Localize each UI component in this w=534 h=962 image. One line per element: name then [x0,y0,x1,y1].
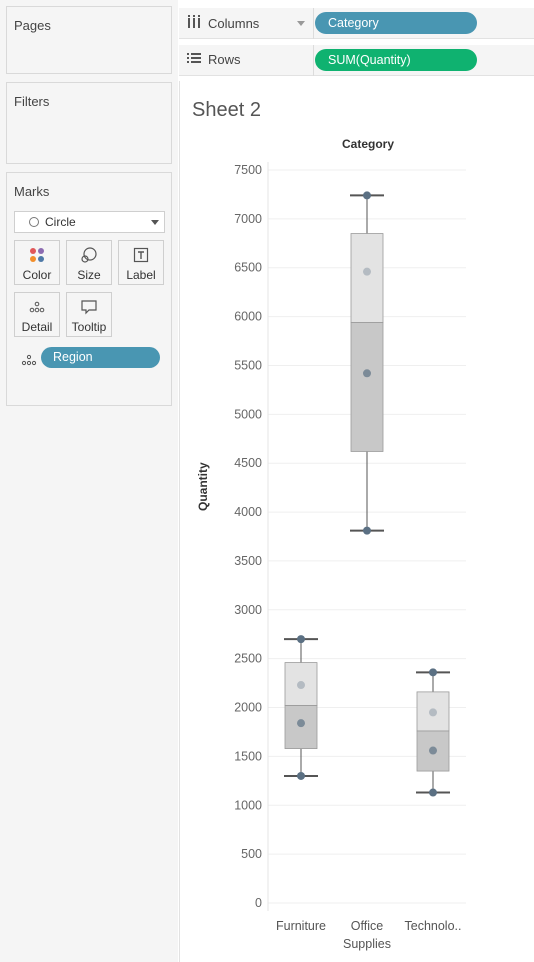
columns-icon [187,15,201,31]
data-point [429,746,437,755]
tooltip-icon [67,298,111,316]
rows-shelf: Rows SUM(Quantity) [179,45,534,76]
tooltip-button[interactable]: Tooltip [66,292,112,337]
size-button-label: Size [77,268,101,282]
rows-label: Rows [208,52,241,67]
y-tick-label: 5000 [234,407,262,421]
tooltip-button-label: Tooltip [71,320,107,334]
y-tick-label: 7500 [234,163,262,177]
detail-button[interactable]: Detail [14,292,60,337]
data-point [297,719,305,728]
left-panel: Pages Filters Marks Circle Color [0,0,178,962]
box-upper-half [350,233,384,323]
x-category-label: Office [351,919,383,933]
column-header-category: Category [341,137,394,151]
y-tick-label: 1000 [234,798,262,812]
color-dots-icon [15,246,59,264]
data-point [297,635,305,644]
mark-type-dropdown[interactable]: Circle [14,211,165,233]
data-point [297,771,305,780]
box-upper-half [416,691,450,732]
y-tick-label: 4000 [234,505,262,519]
x-category-label: Furniture [276,919,326,933]
size-icon [67,246,111,264]
label-button-label: Label [126,268,156,282]
label-icon [119,246,163,264]
rows-shelf-label: Rows [187,52,241,67]
columns-shelf-label: Columns [187,15,259,31]
filters-card[interactable]: Filters [6,82,172,164]
data-point [429,668,437,677]
data-point [429,788,437,797]
chevron-down-icon[interactable] [297,21,305,26]
category-pill[interactable]: Category [315,12,477,34]
detail-dots-icon [21,353,37,371]
y-tick-label: 6000 [234,310,262,324]
color-button-label: Color [22,268,52,282]
y-tick-label: 6500 [234,261,262,275]
data-point [429,708,437,717]
columns-label: Columns [208,15,260,31]
region-detail-pill[interactable]: Region [41,347,160,368]
x-category-label: Technolo.. [405,919,462,933]
rows-icon [187,52,201,67]
y-tick-label: 4500 [234,456,262,470]
box-upper-half [284,662,318,706]
y-tick-label: 3000 [234,603,262,617]
sheet-title: Sheet 2 [192,99,261,121]
detail-button-label: Detail [21,320,53,334]
y-tick-label: 500 [241,847,262,861]
pages-card: Pages [6,6,172,74]
size-button[interactable]: Size [66,240,112,285]
data-point [363,526,371,535]
y-tick-label: 7000 [234,212,262,226]
sum-quantity-pill[interactable]: SUM(Quantity) [315,49,477,71]
y-tick-label: 3500 [234,554,262,568]
columns-shelf: Columns Category [179,8,534,39]
y-tick-label: 1500 [234,749,262,763]
marks-card: Marks Circle Color [6,172,172,406]
data-point [363,369,371,378]
detail-dots-icon [15,298,59,316]
y-tick-label: 5500 [234,358,262,372]
shelf-divider [313,8,314,39]
circle-icon [29,217,39,227]
y-tick-label: 0 [255,896,262,910]
mark-type-value: Circle [45,215,76,229]
x-category-label: Supplies [343,937,391,951]
filters-title: Filters [14,94,50,109]
worksheet-view: Sheet 2 Category Quantity 0 500 1000 1500 20… [179,81,534,962]
data-point [363,191,371,200]
data-point [363,267,371,276]
box-plot-chart: 0 500 1000 1500 2000 2500 3000 3500 4000 4500 5000… [234,162,466,951]
color-button[interactable]: Color [14,240,60,285]
y-tick-label: 2000 [234,701,262,715]
marks-title: Marks [14,184,50,199]
box-lower-half [350,322,384,452]
shelf-divider [313,45,314,76]
y-tick-label: 2500 [234,652,262,666]
pages-title: Pages [14,18,51,33]
chevron-down-icon [151,220,159,225]
label-button[interactable]: Label [118,240,164,285]
data-point [297,681,305,690]
